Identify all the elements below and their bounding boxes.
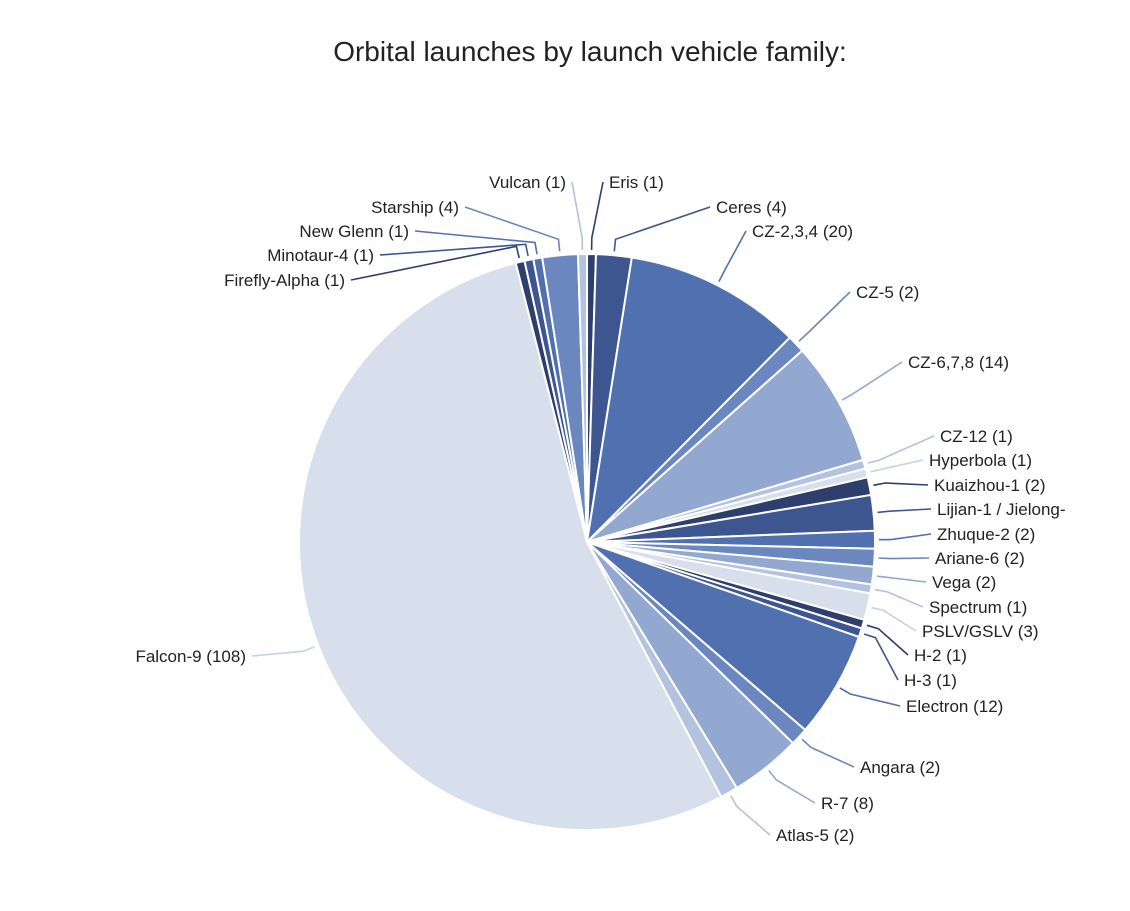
slice-label-ceres-4: Ceres (4) bbox=[716, 198, 787, 217]
slice-label-cz-5-2: CZ-5 (2) bbox=[856, 283, 919, 302]
slice-label-hyperbola-1: Hyperbola (1) bbox=[929, 451, 1032, 470]
leader-line-spectrum-1 bbox=[874, 588, 924, 608]
slice-label-lijian-1-jielong: Lijian-1 / Jielong- bbox=[937, 500, 1066, 519]
leader-line-eris-1 bbox=[590, 181, 604, 251]
pie-slice-falcon-9-108 bbox=[297, 261, 723, 831]
leader-line-lijian-1-jielong bbox=[877, 508, 932, 514]
slice-label-spectrum-1: Spectrum (1) bbox=[929, 598, 1027, 617]
slice-label-cz-6-7-8-14: CZ-6,7,8 (14) bbox=[908, 353, 1009, 372]
chart-title: Orbital launches by launch vehicle famil… bbox=[333, 36, 847, 67]
slice-label-r-7-8: R-7 (8) bbox=[821, 794, 874, 813]
leader-line-electron-12 bbox=[839, 687, 901, 707]
leader-line-cz-2-3-4-20 bbox=[718, 230, 747, 282]
leader-line-vega-2 bbox=[876, 575, 927, 583]
leader-line-kuaizhou-1-2 bbox=[873, 482, 929, 487]
slice-label-atlas-5-2: Atlas-5 (2) bbox=[776, 826, 854, 845]
slice-label-vega-2: Vega (2) bbox=[932, 573, 996, 592]
leader-line-ceres-4 bbox=[613, 206, 711, 252]
leader-line-starship-4 bbox=[464, 206, 561, 252]
leader-lines bbox=[251, 181, 935, 836]
leader-line-cz-6-7-8-14 bbox=[841, 361, 903, 401]
slice-label-new-glenn-1: New Glenn (1) bbox=[299, 222, 409, 241]
slice-label-ariane-6-2: Ariane-6 (2) bbox=[935, 549, 1025, 568]
slice-labels: Eris (1) Ceres (4) CZ-2,3,4 (20) CZ-5 (2) CZ… bbox=[135, 173, 1065, 845]
slice-label-angara-2: Angara (2) bbox=[860, 758, 940, 777]
leader-line-cz-5-2 bbox=[798, 291, 851, 342]
pie-slice-vulcan-1 bbox=[576, 252, 588, 543]
leader-line-falcon-9-108 bbox=[251, 646, 315, 657]
slice-label-eris-1: Eris (1) bbox=[609, 173, 664, 192]
pie-slice-cz-2-3-4-20 bbox=[585, 256, 792, 545]
leader-line-cz-12-1 bbox=[867, 435, 935, 464]
slice-label-cz-12-1: CZ-12 (1) bbox=[940, 427, 1013, 446]
slice-label-falcon-9-108: Falcon-9 (108) bbox=[135, 647, 246, 666]
pie-slice-cz-6-7-8-14 bbox=[586, 349, 865, 543]
leader-line-atlas-5-2 bbox=[730, 795, 771, 836]
leader-line-angara-2 bbox=[801, 738, 855, 768]
slice-label-starship-4: Starship (4) bbox=[371, 198, 459, 217]
slice-label-vulcan-1: Vulcan (1) bbox=[489, 173, 566, 192]
leader-line-ariane-6-2 bbox=[878, 557, 930, 560]
leader-line-h-2-1 bbox=[866, 624, 909, 656]
leader-line-zhuque-2-2 bbox=[878, 533, 932, 541]
slice-label-pslv-gslv-3: PSLV/GSLV (3) bbox=[922, 622, 1039, 641]
slice-label-zhuque-2-2: Zhuque-2 (2) bbox=[937, 525, 1035, 544]
leader-line-minotaur-4-1 bbox=[379, 243, 529, 257]
leader-line-firefly-alpha-1 bbox=[350, 245, 520, 281]
slice-label-h-3-1: H-3 (1) bbox=[904, 671, 957, 690]
leader-line-vulcan-1 bbox=[571, 181, 584, 251]
leader-line-new-glenn-1 bbox=[414, 230, 538, 255]
leader-line-r-7-8 bbox=[768, 770, 816, 804]
slice-label-h-2-1: H-2 (1) bbox=[914, 646, 967, 665]
leader-line-hyperbola-1 bbox=[870, 459, 924, 473]
slice-label-kuaizhou-1-2: Kuaizhou-1 (2) bbox=[934, 476, 1046, 495]
leader-line-h-3-1 bbox=[863, 633, 899, 681]
slice-label-cz-2-3-4-20: CZ-2,3,4 (20) bbox=[752, 222, 853, 241]
slice-label-firefly-alpha-1: Firefly-Alpha (1) bbox=[224, 271, 345, 290]
leader-line-pslv-gslv-3 bbox=[871, 606, 917, 632]
slices-layer bbox=[297, 252, 876, 831]
slice-label-electron-12: Electron (12) bbox=[906, 697, 1003, 716]
slice-label-minotaur-4-1: Minotaur-4 (1) bbox=[267, 246, 374, 265]
